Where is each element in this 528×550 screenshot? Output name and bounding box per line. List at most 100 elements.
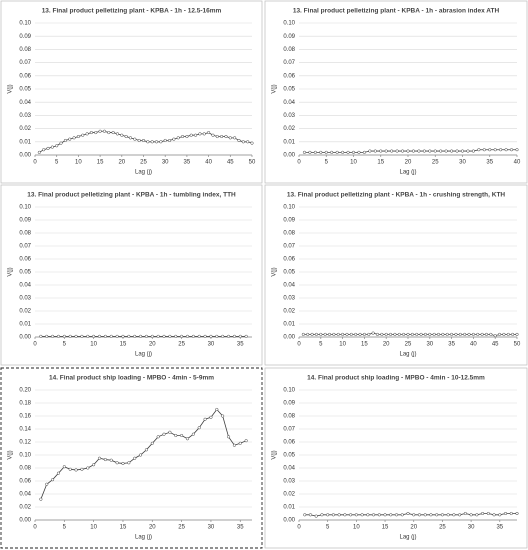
data-point <box>346 150 350 154</box>
data-point <box>139 334 143 338</box>
data-point <box>241 140 245 144</box>
data-point <box>503 511 508 516</box>
data-point <box>354 513 358 517</box>
x-tick-label: 30 <box>162 160 169 166</box>
x-tick-label: 0 <box>33 160 37 166</box>
data-point <box>232 334 236 338</box>
x-tick-label: 40 <box>514 160 521 166</box>
data-point <box>191 334 195 338</box>
data-point <box>237 138 241 143</box>
data-point <box>417 513 422 517</box>
data-point <box>486 511 490 516</box>
data-point <box>150 140 154 144</box>
data-point <box>400 513 404 517</box>
x-axis-label: Lag (j) <box>399 170 416 176</box>
data-point <box>221 414 225 418</box>
y-tick-label: 0.06 <box>19 479 31 485</box>
y-tick-label: 0.03 <box>283 296 295 302</box>
data-point <box>326 513 330 517</box>
data-point <box>228 136 232 140</box>
data-point <box>510 148 514 152</box>
x-tick-label: 10 <box>90 342 97 348</box>
data-point <box>128 136 133 140</box>
data-point <box>42 148 46 152</box>
panel: 14. Final product ship loading - MPBO - … <box>0 367 263 549</box>
x-tick-label: 25 <box>432 160 439 166</box>
panel: 13. Final product pelletizing plant - KP… <box>264 184 528 366</box>
x-tick-label: 45 <box>227 160 234 166</box>
data-point <box>221 334 225 338</box>
data-point <box>498 513 502 517</box>
data-point <box>76 134 80 139</box>
data-point <box>154 140 159 144</box>
data-point <box>185 134 189 139</box>
y-tick-label: 0.05 <box>19 270 31 276</box>
data-point <box>423 332 427 336</box>
data-point <box>308 513 313 517</box>
data-point <box>181 134 185 139</box>
data-point <box>389 332 393 336</box>
data-point <box>375 332 380 336</box>
y-tick-label: 0.06 <box>283 73 295 79</box>
data-point <box>244 334 248 338</box>
x-tick-label: 5 <box>55 160 59 166</box>
x-tick-label: 0 <box>297 160 301 166</box>
x-axis-label: Lag (j) <box>399 535 416 541</box>
data-point <box>327 332 332 336</box>
data-point <box>232 443 236 447</box>
data-point <box>197 426 201 430</box>
data-point <box>511 332 515 336</box>
y-tick-label: 0.01 <box>283 505 295 511</box>
x-tick-label: 20 <box>383 342 390 348</box>
data-point <box>368 149 372 153</box>
y-tick-label: 0.03 <box>283 113 295 119</box>
x-tick-label: 50 <box>514 342 521 348</box>
data-point <box>55 144 59 148</box>
data-point <box>226 435 231 439</box>
y-tick-label: 0.08 <box>283 414 295 420</box>
x-axis-label: Lag (j) <box>399 352 416 358</box>
data-point <box>120 133 124 137</box>
data-point <box>250 141 254 145</box>
data-point <box>313 150 317 154</box>
data-point <box>215 134 219 139</box>
data-point <box>498 332 502 336</box>
data-point <box>37 150 41 154</box>
data-point <box>499 148 503 152</box>
data-point <box>343 513 347 517</box>
x-axis-label: Lag (j) <box>135 170 152 176</box>
data-point <box>492 513 496 517</box>
data-point <box>209 415 213 419</box>
data-point <box>109 458 113 462</box>
data-point <box>194 133 198 137</box>
data-point <box>460 149 465 153</box>
y-tick-label: 0.07 <box>19 60 31 66</box>
data-point <box>394 513 399 517</box>
x-tick-label: 30 <box>426 342 433 348</box>
x-tick-label: 20 <box>410 525 417 531</box>
y-tick-label: 0.04 <box>19 283 31 289</box>
data-point <box>198 132 202 136</box>
x-tick-label: 20 <box>118 160 125 166</box>
y-tick-label: 0.01 <box>283 139 295 145</box>
y-tick-label: 0.00 <box>283 153 295 159</box>
data-point <box>115 334 119 338</box>
data-point <box>62 334 66 338</box>
data-point <box>162 334 166 338</box>
y-tick-label: 0.03 <box>19 113 31 119</box>
data-point <box>127 461 131 465</box>
y-tick-label: 0.02 <box>19 309 31 315</box>
x-tick-label: 5 <box>326 525 330 531</box>
x-axis-label: Lag (j) <box>135 352 152 358</box>
y-axis-label: V(j) <box>8 84 14 93</box>
chart-title: 14. Final product ship loading - MPBO - … <box>307 375 485 382</box>
data-point <box>97 334 102 338</box>
y-tick-label: 0.18 <box>19 401 31 407</box>
y-tick-label: 0.00 <box>283 335 295 341</box>
data-point <box>62 465 66 469</box>
y-tick-label: 0.08 <box>19 466 31 472</box>
x-tick-label: 15 <box>361 342 368 348</box>
x-tick-label: 45 <box>492 342 499 348</box>
data-point <box>515 511 519 516</box>
x-tick-label: 15 <box>97 160 104 166</box>
